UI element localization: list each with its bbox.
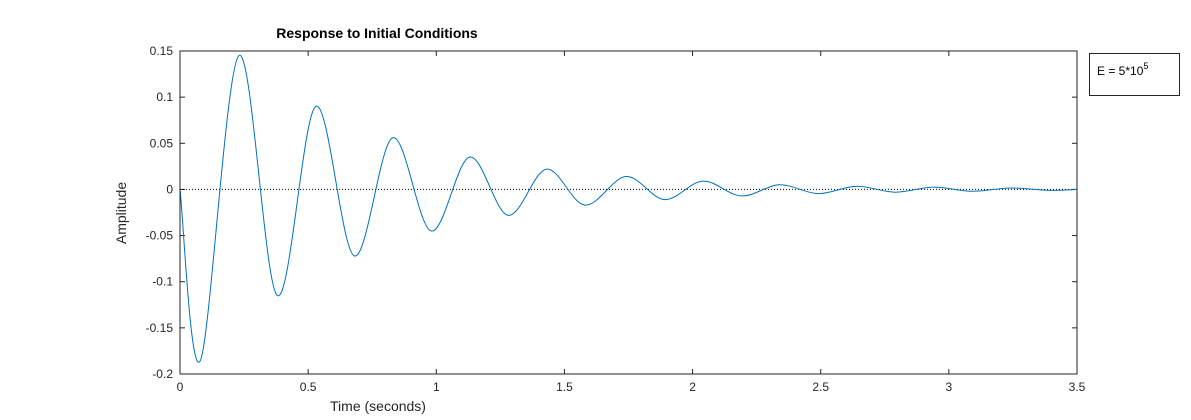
- plot-area: [180, 51, 1077, 374]
- y-tick-label: 0.15: [150, 44, 174, 58]
- axes-box: [179, 50, 1078, 375]
- x-tick-label: 1.5: [556, 380, 573, 394]
- annotation-superscript: 5: [1143, 61, 1149, 71]
- x-tick-label: 0: [177, 380, 184, 394]
- y-tick-label: 0: [166, 182, 173, 196]
- x-tick-label: 3.5: [1069, 380, 1086, 394]
- y-tick-label: 0.1: [156, 90, 173, 104]
- x-tick-label: 0.5: [300, 380, 317, 394]
- x-tick-label: 2: [689, 380, 696, 394]
- x-tick-label: 2.5: [812, 380, 829, 394]
- x-axis-label: Time (seconds): [330, 398, 426, 414]
- annotation-text: E = 5*10: [1097, 64, 1144, 78]
- ticks-layer: 0 0.5 1 1.5 2 2.5 3 3.5 -0.2 -0.15 -0.1 -0.05 0 0.05 0…: [146, 44, 1086, 394]
- y-tick-label: 0.05: [150, 136, 174, 150]
- annotation-box: E = 5*105: [1089, 53, 1180, 96]
- y-tick-label: -0.05: [146, 229, 174, 243]
- x-tick-label: 3: [946, 380, 953, 394]
- y-tick-label: -0.2: [152, 367, 173, 381]
- chart-title: Response to Initial Conditions: [276, 25, 478, 41]
- y-tick-label: -0.1: [152, 275, 173, 289]
- series-line: [179, 55, 1078, 363]
- y-tick-label: -0.15: [146, 321, 174, 335]
- y-axis-label: Amplitude: [113, 182, 129, 244]
- x-tick-label: 1: [433, 380, 440, 394]
